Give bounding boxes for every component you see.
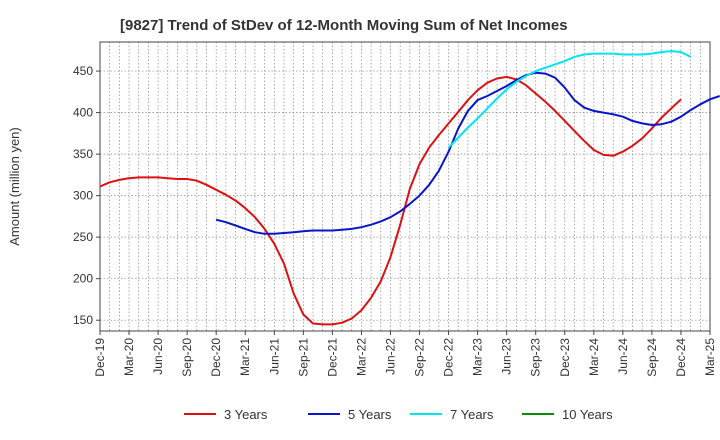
- x-tick-label: Dec-20: [209, 338, 223, 377]
- x-tick-label: Jun-24: [616, 338, 630, 375]
- x-tick-label: Mar-25: [703, 338, 717, 376]
- series-line-1: [99, 75, 682, 326]
- y-tick-label: 350: [73, 147, 93, 161]
- series-lines: [99, 50, 720, 326]
- y-tick-label: 450: [73, 64, 93, 78]
- y-tick-label: 300: [73, 189, 93, 203]
- x-tick-label: Sep-22: [413, 338, 427, 377]
- plot-frame: [99, 41, 711, 332]
- x-tick-label: Mar-24: [587, 338, 601, 376]
- x-tick-label: Sep-21: [296, 338, 310, 377]
- legend-label: 7 Years: [450, 407, 494, 422]
- x-tick-label: Mar-23: [471, 338, 485, 376]
- x-tick-label: Jun-22: [383, 338, 397, 375]
- x-tick-label: Jun-21: [267, 338, 281, 375]
- x-tick-label: Sep-23: [529, 338, 543, 377]
- chart-title: [9827] Trend of StDev of 12-Month Moving…: [120, 17, 568, 34]
- legend: 3 Years 5 Years 7 Years 10 Years: [184, 407, 613, 422]
- y-tick-label: 400: [73, 106, 93, 120]
- x-tick-label: Dec-21: [325, 338, 339, 377]
- series-line-2: [215, 71, 720, 235]
- x-tick-label: Dec-19: [93, 338, 107, 377]
- y-axis-label: Amount (million yen): [7, 127, 22, 246]
- x-tick-label: Jun-23: [500, 338, 514, 375]
- x-tick-label: Dec-24: [674, 338, 688, 377]
- y-tick-label: 250: [73, 230, 93, 244]
- legend-label: 10 Years: [562, 407, 613, 422]
- x-tick-label: Mar-20: [122, 338, 136, 376]
- y-tick-label: 150: [73, 313, 93, 327]
- series-line-3: [447, 50, 692, 149]
- grid: [99, 42, 711, 331]
- x-tick-label: Dec-23: [558, 338, 572, 377]
- x-tick-label: Mar-21: [238, 338, 252, 376]
- x-axis: Dec-19 Mar-20 Jun-20 Sep-20 Dec-20 Mar-21 Jun-…: [93, 331, 717, 377]
- x-tick-label: Dec-22: [442, 338, 456, 377]
- legend-label: 3 Years: [224, 407, 268, 422]
- y-tick-label: 200: [73, 272, 93, 286]
- x-tick-label: Mar-22: [354, 338, 368, 376]
- x-tick-label: Sep-24: [645, 338, 659, 377]
- x-tick-label: Sep-20: [180, 338, 194, 377]
- legend-label: 5 Years: [348, 407, 392, 422]
- x-tick-label: Jun-20: [151, 338, 165, 375]
- y-axis: 150 200 250 300 350 400 450: [73, 64, 100, 327]
